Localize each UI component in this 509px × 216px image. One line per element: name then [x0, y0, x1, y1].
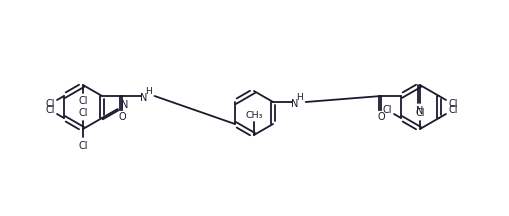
- Text: CH₃: CH₃: [245, 111, 263, 121]
- Text: N: N: [140, 93, 147, 103]
- Text: Cl: Cl: [45, 99, 55, 109]
- Text: Cl: Cl: [415, 108, 425, 118]
- Text: Cl: Cl: [448, 105, 458, 115]
- Text: N: N: [291, 99, 298, 109]
- Text: O: O: [377, 112, 385, 122]
- Text: O: O: [118, 112, 126, 122]
- Text: Cl: Cl: [45, 105, 55, 115]
- Text: Cl: Cl: [382, 105, 392, 115]
- Text: Cl: Cl: [78, 108, 88, 118]
- Text: N: N: [416, 106, 423, 116]
- Text: Cl: Cl: [78, 96, 88, 106]
- Text: Cl: Cl: [448, 99, 458, 109]
- Text: H: H: [145, 86, 152, 95]
- Text: H: H: [296, 92, 303, 102]
- Text: Cl: Cl: [78, 141, 88, 151]
- Text: N: N: [121, 100, 128, 110]
